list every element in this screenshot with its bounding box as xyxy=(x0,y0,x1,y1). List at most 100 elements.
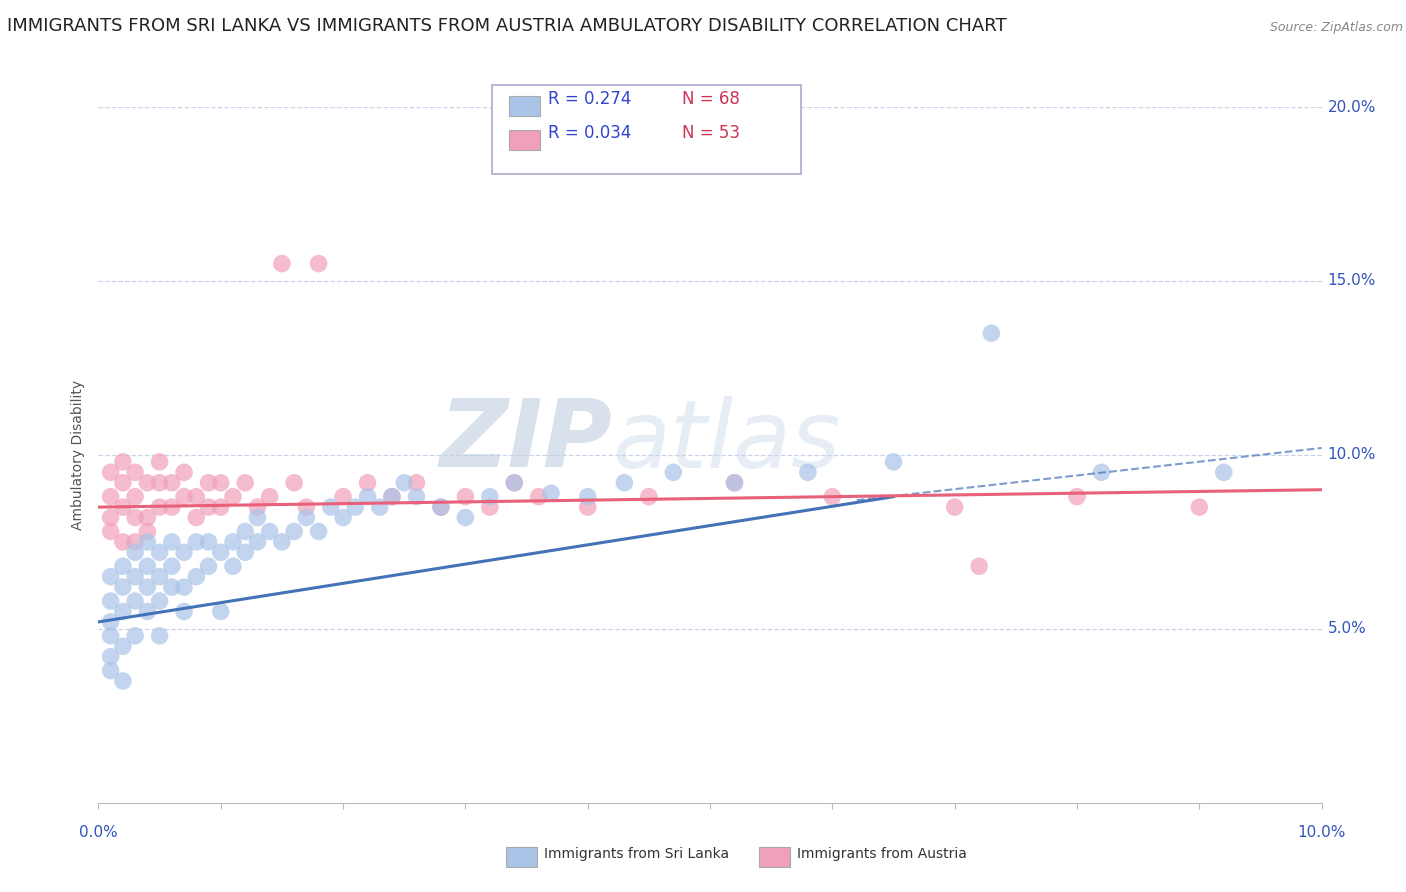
Point xyxy=(160,475,183,490)
Point xyxy=(149,570,172,584)
Point xyxy=(1090,466,1112,480)
Point xyxy=(540,486,562,500)
Text: IMMIGRANTS FROM SRI LANKA VS IMMIGRANTS FROM AUSTRIA AMBULATORY DISABILITY CORRE: IMMIGRANTS FROM SRI LANKA VS IMMIGRANTS … xyxy=(7,17,1007,35)
Point xyxy=(100,649,122,664)
Point xyxy=(124,629,146,643)
Point xyxy=(111,605,134,619)
Point xyxy=(209,500,232,514)
Point xyxy=(576,490,599,504)
Point xyxy=(527,490,550,504)
Point xyxy=(160,534,183,549)
Point xyxy=(111,455,134,469)
Text: 0.0%: 0.0% xyxy=(79,825,118,839)
Point xyxy=(637,490,661,504)
Point xyxy=(233,524,256,539)
Point xyxy=(160,580,183,594)
Point xyxy=(136,475,159,490)
Point xyxy=(259,524,281,539)
Point xyxy=(478,490,501,504)
Point xyxy=(259,490,281,504)
Point xyxy=(209,545,232,559)
Point xyxy=(209,605,232,619)
Point xyxy=(967,559,990,574)
Point xyxy=(111,534,134,549)
Point xyxy=(136,559,159,574)
Point xyxy=(368,500,391,514)
Point xyxy=(233,545,256,559)
Point xyxy=(149,475,172,490)
Point xyxy=(100,570,122,584)
Text: 15.0%: 15.0% xyxy=(1327,274,1376,288)
Point xyxy=(111,580,134,594)
Point xyxy=(246,500,269,514)
Point xyxy=(723,475,745,490)
Point xyxy=(270,256,292,270)
Point xyxy=(173,466,195,480)
Point xyxy=(283,475,305,490)
Point xyxy=(197,475,219,490)
Point xyxy=(332,490,354,504)
Point xyxy=(356,475,378,490)
Point xyxy=(100,466,122,480)
Point xyxy=(478,500,501,514)
Point xyxy=(1212,466,1234,480)
Text: ZIP: ZIP xyxy=(439,395,612,487)
Point xyxy=(503,475,526,490)
Point xyxy=(270,534,292,549)
Point xyxy=(1188,500,1211,514)
Point xyxy=(197,500,219,514)
Point xyxy=(149,500,172,514)
Point xyxy=(149,545,172,559)
Point xyxy=(100,510,122,524)
Text: Immigrants from Austria: Immigrants from Austria xyxy=(797,847,967,861)
Point xyxy=(160,559,183,574)
Text: Source: ZipAtlas.com: Source: ZipAtlas.com xyxy=(1270,21,1403,34)
Point xyxy=(381,490,404,504)
Point xyxy=(124,510,146,524)
Point xyxy=(797,466,820,480)
Point xyxy=(723,475,745,490)
Point xyxy=(124,570,146,584)
Point xyxy=(160,500,183,514)
Point xyxy=(149,455,172,469)
Point xyxy=(576,500,599,514)
Point xyxy=(111,639,134,653)
Point xyxy=(209,475,232,490)
Point xyxy=(883,455,905,469)
Point xyxy=(136,580,159,594)
Point xyxy=(136,534,159,549)
Point xyxy=(222,490,245,504)
Point xyxy=(124,534,146,549)
Point xyxy=(613,475,636,490)
Point xyxy=(454,490,477,504)
Point xyxy=(186,510,208,524)
Point xyxy=(100,615,122,629)
Point xyxy=(136,524,159,539)
Point xyxy=(405,490,427,504)
Point xyxy=(503,475,526,490)
Point xyxy=(943,500,966,514)
Text: 5.0%: 5.0% xyxy=(1327,622,1367,636)
Point xyxy=(136,605,159,619)
Text: R = 0.034: R = 0.034 xyxy=(548,124,631,142)
Point xyxy=(356,490,378,504)
Point xyxy=(124,594,146,608)
Point xyxy=(186,490,208,504)
Point xyxy=(295,510,318,524)
Point xyxy=(381,490,404,504)
Point xyxy=(454,510,477,524)
Point xyxy=(405,475,427,490)
Point xyxy=(197,534,219,549)
Point xyxy=(149,594,172,608)
Point xyxy=(186,570,208,584)
Point xyxy=(111,500,134,514)
Point xyxy=(1066,490,1088,504)
Point xyxy=(430,500,453,514)
Point xyxy=(124,490,146,504)
Point xyxy=(100,629,122,643)
Point xyxy=(222,559,245,574)
Point xyxy=(246,534,269,549)
Point xyxy=(100,490,122,504)
Point xyxy=(197,559,219,574)
Point xyxy=(173,605,195,619)
